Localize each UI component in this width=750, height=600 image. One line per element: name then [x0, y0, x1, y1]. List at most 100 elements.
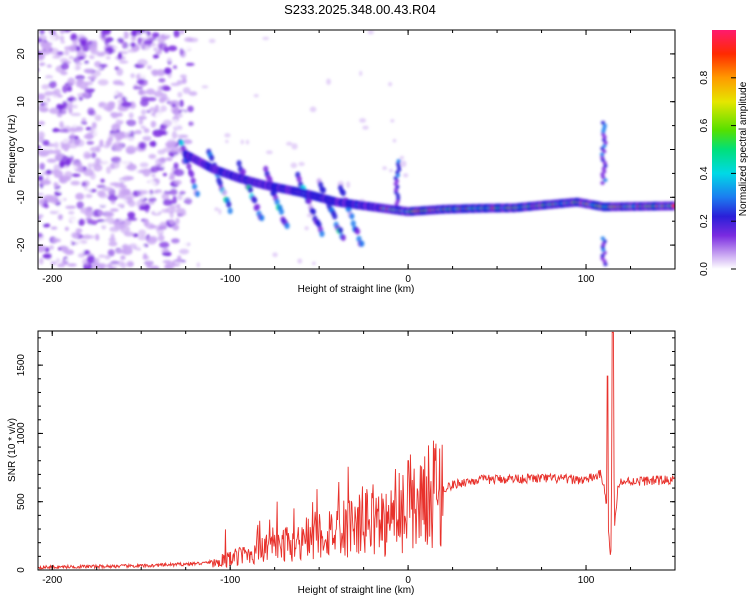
noise-blob: [78, 96, 84, 102]
noise-blob: [128, 112, 134, 119]
noise-blob: [382, 166, 387, 170]
noise-blob: [182, 87, 191, 94]
noise-blob: [290, 162, 298, 169]
noise-blob: [153, 206, 160, 214]
noise-blob: [89, 128, 95, 135]
noise-blob: [156, 139, 162, 148]
noise-blob: [100, 178, 105, 183]
noise-blob: [91, 98, 100, 106]
noise-blob: [138, 118, 144, 125]
noise-blob: [172, 195, 177, 205]
noise-blob: [51, 127, 60, 133]
colorbar: 0.0 0.2 0.4 0.6 0.8 Normalized spectral ampl…: [699, 30, 749, 276]
noise-blob: [188, 91, 198, 96]
noise-blob: [143, 218, 150, 227]
noise-blob: [74, 61, 83, 66]
noise-blob: [83, 134, 95, 139]
noise-blob: [114, 132, 123, 138]
noise-blob: [149, 107, 157, 112]
noise-blob: [64, 258, 76, 262]
noise-blob: [94, 114, 102, 122]
noise-blob: [174, 179, 182, 186]
noise-blob: [30, 257, 34, 265]
noise-blob: [32, 89, 37, 96]
noise-blob: [63, 118, 70, 126]
noise-blob: [57, 155, 64, 160]
band-blob: [393, 176, 398, 181]
noise-blob: [132, 249, 140, 253]
noise-blob: [104, 38, 110, 46]
band-blob: [320, 186, 327, 194]
band-blob: [600, 155, 605, 160]
spectrogram-ylabel: Frequency (Hz): [7, 115, 18, 184]
band-blob: [350, 220, 356, 227]
noise-blob: [160, 163, 171, 168]
noise-blob: [137, 37, 142, 46]
noise-blob: [138, 142, 146, 150]
noise-blob: [208, 38, 216, 44]
noise-blob: [26, 70, 33, 73]
band-blob: [263, 165, 269, 173]
noise-blob: [218, 208, 222, 215]
noise-blob: [19, 220, 30, 226]
noise-blob: [165, 262, 175, 269]
noise-blob: [312, 261, 316, 266]
noise-blob: [48, 209, 60, 217]
noise-blob: [326, 78, 331, 85]
noise-blob: [71, 63, 76, 72]
noise-blob: [56, 113, 63, 117]
noise-blob: [47, 34, 57, 42]
band-blob: [602, 259, 607, 264]
noise-blob: [43, 101, 50, 108]
band-blob: [186, 163, 192, 170]
noise-blob: [105, 55, 111, 60]
noise-blob: [38, 62, 46, 67]
noise-blob: [81, 181, 87, 187]
noise-blob: [64, 159, 71, 166]
colorbar-ticks: 0.0 0.2 0.4 0.6 0.8: [699, 70, 736, 276]
noise-blob: [78, 218, 86, 226]
noise-blob: [75, 75, 85, 80]
noise-blob: [172, 224, 180, 231]
noise-blob: [49, 245, 55, 250]
noise-blob: [172, 65, 178, 70]
figure-title: S233.2025.348.00.43.R04: [284, 2, 436, 17]
noise-blob: [61, 109, 66, 115]
noise-blob: [57, 263, 66, 268]
noise-blob: [38, 93, 46, 101]
noise-blob: [138, 206, 145, 211]
noise-blob: [174, 154, 180, 159]
noise-blob: [390, 119, 395, 123]
noise-blob: [286, 141, 293, 146]
noise-blob: [58, 196, 65, 202]
noise-blob: [120, 255, 126, 260]
noise-blob: [38, 222, 43, 228]
band-blob: [254, 203, 261, 211]
noise-blob: [124, 137, 136, 141]
noise-blob: [87, 107, 95, 116]
noise-blob: [173, 30, 180, 38]
noise-blob: [65, 205, 77, 209]
noise-blob: [71, 98, 80, 107]
band-blob: [600, 236, 605, 241]
band-blob: [393, 190, 399, 195]
band-blob: [600, 253, 605, 258]
noise-blob: [38, 248, 39, 251]
noise-blob: [162, 119, 173, 127]
y-tick-label: 10: [16, 96, 27, 108]
band-blob: [396, 196, 401, 201]
band-blob: [278, 208, 285, 215]
noise-blob: [121, 124, 127, 129]
noise-blob: [61, 245, 69, 253]
noise-blob: [137, 235, 149, 241]
noise-blob: [161, 97, 171, 102]
noise-blob: [169, 204, 177, 209]
band-blob: [599, 152, 605, 157]
noise-blob: [150, 120, 157, 128]
band-blob: [354, 228, 361, 235]
noise-blob: [91, 152, 97, 159]
noise-blob: [38, 244, 46, 253]
band-blob: [600, 120, 606, 125]
